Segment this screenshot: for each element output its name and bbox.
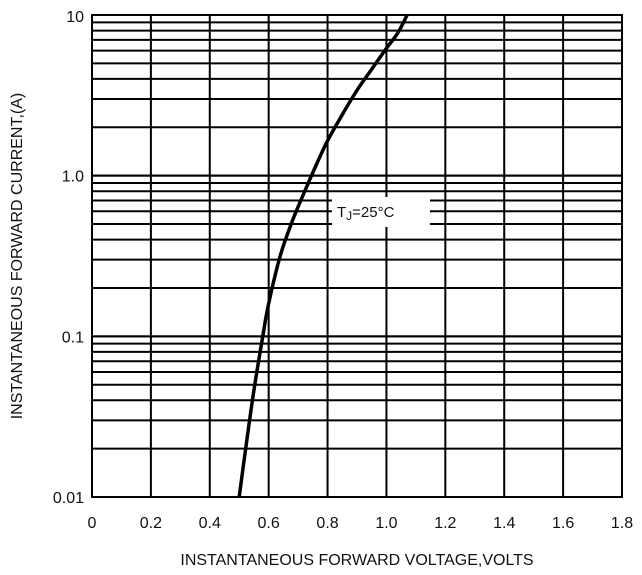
x-tick-label: 1.8 [611, 515, 633, 532]
annotation-suffix: =25°C [352, 204, 394, 221]
x-tick-label: 0.2 [140, 515, 162, 532]
x-axis-label: INSTANTANEOUS FORWARD VOLTAGE,VOLTS [180, 552, 533, 569]
x-tick-label: 0.6 [258, 515, 280, 532]
x-tick-label: 0.4 [199, 515, 221, 532]
y-tick-labels: 0.01 0.1 1.0 10 [53, 9, 84, 507]
x-tick-label: 0 [88, 515, 97, 532]
y-tick-label: 0.1 [62, 329, 84, 346]
axes-frame [91, 14, 623, 498]
annotation: TJ=25°C [332, 197, 430, 227]
x-tick-label: 0.8 [316, 515, 338, 532]
y-tick-label: 0.01 [53, 490, 84, 507]
x-tick-label: 1.4 [493, 515, 515, 532]
forward-current-curve [237, 14, 409, 498]
x-tick-label: 1.6 [552, 515, 574, 532]
annotation-text: TJ=25°C [337, 204, 395, 223]
annotation-background [332, 197, 430, 227]
x-tick-labels: 0 0.2 0.4 0.6 0.8 1.0 1.2 1.4 1.6 1.8 [88, 515, 634, 532]
x-tick-label: 1.2 [434, 515, 456, 532]
y-tick-label: 1.0 [62, 169, 84, 186]
plot-border [91, 14, 623, 498]
annotation-prefix: T [337, 204, 346, 221]
y-tick-label: 10 [66, 9, 84, 26]
y-axis-label: INSTANTANEOUS FORWARD CURRENT,(A) [9, 93, 26, 420]
x-tick-label: 1.0 [375, 515, 397, 532]
annotation-subscript: J [346, 209, 352, 223]
series-layer [237, 14, 409, 498]
